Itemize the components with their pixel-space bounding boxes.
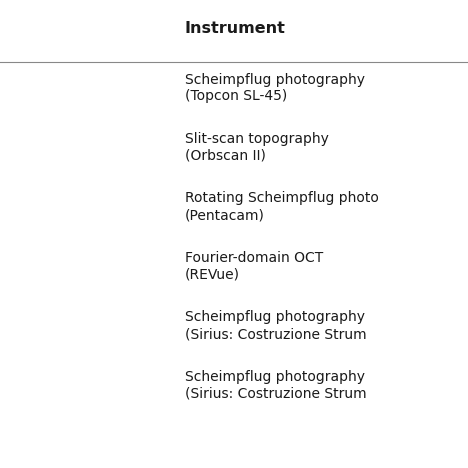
Text: Fourier-domain OCT
(REVue): Fourier-domain OCT (REVue) (185, 251, 323, 282)
Text: Rotating Scheimpflug photo
(Pentacam): Rotating Scheimpflug photo (Pentacam) (185, 191, 379, 222)
Text: Scheimpflug photography
(Sirius: Costruzione Strum: Scheimpflug photography (Sirius: Costruz… (185, 370, 366, 401)
Text: Scheimpflug photography
(Sirius: Costruzione Strum: Scheimpflug photography (Sirius: Costruz… (185, 310, 366, 341)
Text: Slit-scan topography
(Orbscan II): Slit-scan topography (Orbscan II) (185, 132, 329, 163)
Text: Scheimpflug photography
(Topcon SL-45): Scheimpflug photography (Topcon SL-45) (185, 73, 365, 103)
Text: Instrument: Instrument (185, 21, 286, 36)
